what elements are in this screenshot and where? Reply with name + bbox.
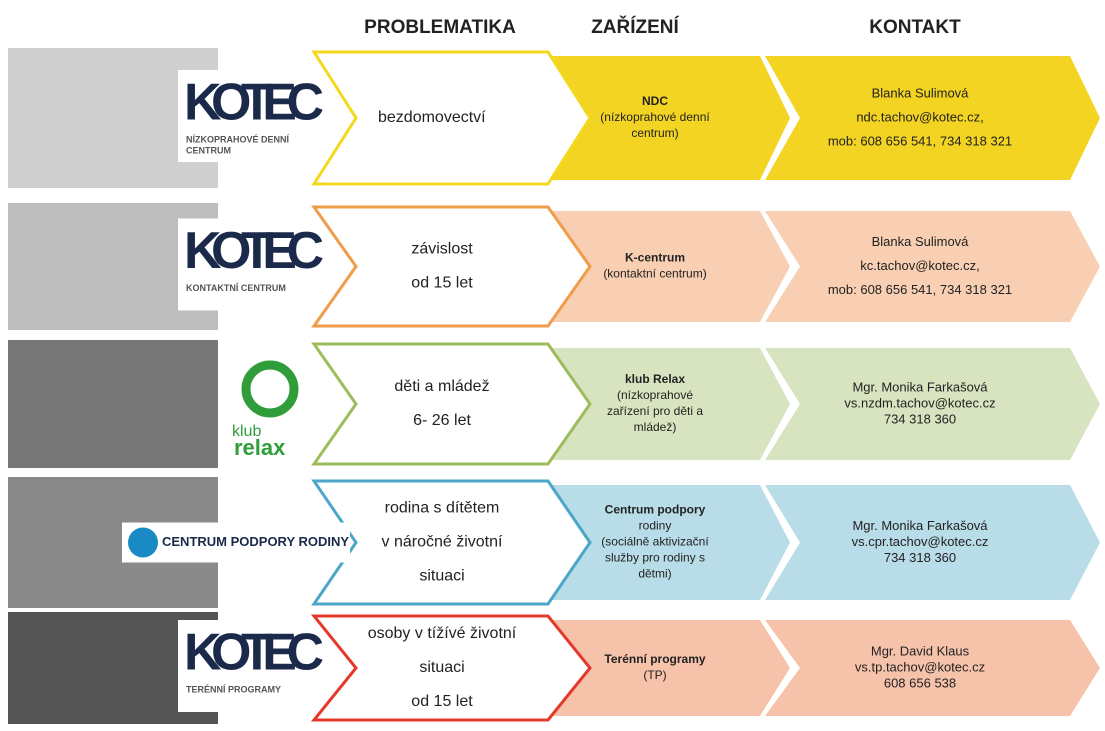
label: v náročné životní: [382, 534, 504, 551]
logo-bg: [178, 620, 308, 712]
label: Blanka Sulimová: [872, 85, 970, 100]
label: 6- 26 let: [413, 412, 471, 429]
header: ZAŘÍZENÍ: [591, 16, 679, 38]
logo-bg: [178, 218, 308, 311]
label: (nízkoprahové denní: [600, 110, 710, 124]
label: dětmi): [638, 567, 671, 581]
label: K-centrum: [625, 251, 685, 265]
header: KONTAKT: [869, 17, 961, 38]
label: 608 656 538: [884, 675, 956, 690]
label: osoby v tížívé životní: [368, 625, 517, 642]
label: vs.cpr.tachov@kotec.cz: [852, 534, 989, 549]
label: mob: 608 656 541, 734 318 321: [828, 282, 1012, 297]
logo-text: KOTEC: [184, 624, 324, 682]
problem-arrow: [311, 50, 592, 186]
label: (nízkoprahové: [617, 388, 693, 402]
problem-arrow: [311, 479, 592, 606]
logo-icon: [241, 360, 299, 418]
label: od 15 let: [411, 275, 473, 292]
logo-text: relax: [234, 435, 286, 460]
facility-arrow: [520, 485, 790, 600]
label: rodiny: [639, 519, 672, 533]
label: mob: 608 656 541, 734 318 321: [828, 133, 1012, 148]
label: ndc.tachov@kotec.cz,: [856, 109, 983, 124]
facility-arrow: [520, 56, 790, 180]
label: služby pro rodiny s: [605, 551, 705, 565]
logo-text: klub: [232, 423, 261, 440]
label: závislost: [411, 241, 473, 258]
problem-arrow: [310, 614, 592, 722]
label: (kontaktní centrum): [603, 267, 706, 281]
label: Mgr. Monika Farkašová: [852, 518, 988, 533]
label: kc.tachov@kotec.cz,: [860, 258, 979, 273]
logo-bg: [178, 70, 308, 162]
logo-text: CENTRUM PODPORY RODINY: [162, 534, 349, 549]
contact-arrow: [765, 56, 1100, 180]
label: (TP): [643, 668, 666, 682]
label: 734 318 360: [884, 550, 956, 565]
label: Terénní programy: [604, 652, 705, 666]
label: klub Relax: [625, 372, 685, 386]
label: situaci: [419, 659, 464, 676]
facility-arrow: [520, 211, 790, 322]
label: rodina s dítětem: [385, 500, 500, 517]
problem-arrow: [311, 342, 592, 466]
logo-sub: CENTRUM: [186, 145, 231, 155]
label: bezdomovectví: [378, 109, 486, 126]
contact-arrow: [765, 485, 1100, 600]
label: Mgr. David Klaus: [871, 643, 970, 658]
problem-arrow: [311, 205, 592, 328]
logo-bg: [122, 522, 350, 563]
label: od 15 let: [411, 693, 473, 710]
logo-text: KOTEC: [184, 74, 324, 132]
label: NDC: [642, 94, 668, 108]
label: zařízení pro děti a: [607, 404, 703, 418]
label: Blanka Sulimová: [872, 234, 970, 249]
header: PROBLEMATIKA: [364, 17, 516, 38]
logo-sub: KONTAKTNÍ CENTRUM: [186, 283, 286, 293]
logo-text: KOTEC: [184, 222, 324, 280]
label: vs.nzdm.tachov@kotec.cz: [844, 395, 995, 410]
logo-icon: [128, 527, 158, 558]
facility-arrow: [520, 348, 790, 460]
logo-sub: TERÉNNÍ PROGRAMY: [186, 684, 281, 694]
label: vs.tp.tachov@kotec.cz: [855, 659, 985, 674]
label: Mgr. Monika Farkašová: [852, 379, 988, 394]
label: centrum): [631, 126, 678, 140]
label: (sociálně aktivizační: [601, 535, 709, 549]
facility-arrow: [520, 620, 790, 716]
label: situaci: [419, 568, 464, 585]
contact-arrow: [765, 620, 1100, 716]
label: 734 318 360: [884, 411, 956, 426]
label: mládež): [634, 420, 677, 434]
contact-arrow: [765, 211, 1100, 322]
contact-arrow: [765, 348, 1100, 460]
logo-sub: NÍZKOPRAHOVÉ DENNÍ: [186, 134, 290, 144]
label: děti a mládež: [394, 378, 489, 395]
photo: [8, 340, 218, 468]
label: Centrum podpory: [605, 503, 706, 517]
